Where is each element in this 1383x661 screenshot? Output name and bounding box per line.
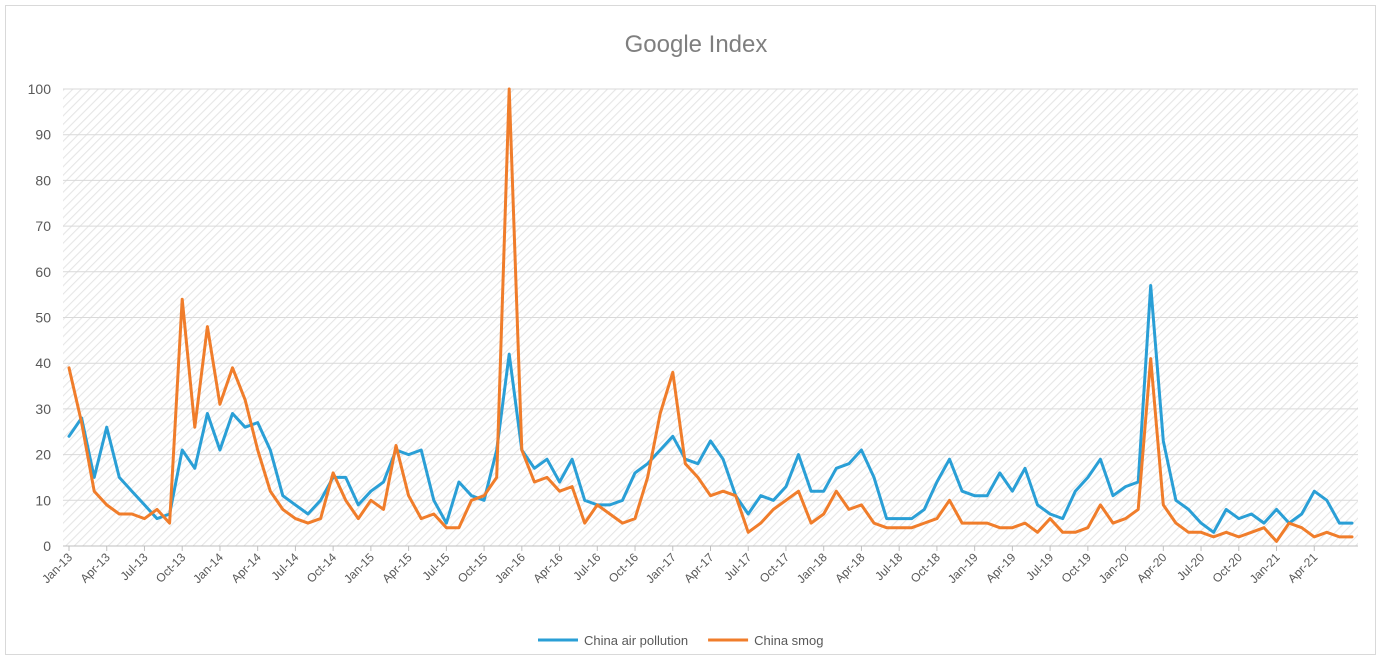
x-tick-label: Apr-14 [228,550,264,586]
y-tick-label: 80 [35,172,51,188]
x-tick-label: Apr-17 [681,550,717,586]
x-tick-label: Apr-15 [379,550,415,586]
x-tick-label: Jul-13 [118,550,151,583]
x-tick-label: Jul-20 [1174,550,1207,583]
y-axis-ticks: 0 10 20 30 40 50 60 70 80 90 100 [28,81,52,554]
y-tick-label: 90 [35,127,51,143]
x-tick-label: Jan-14 [190,550,226,586]
x-tick-label: Jan-13 [39,550,75,586]
y-tick-label: 20 [35,447,51,463]
y-tick-label: 10 [35,492,51,508]
x-tick-label: Jul-16 [570,550,603,583]
x-tick-label: Oct-15 [455,550,491,586]
series-line-china-air-pollution [67,284,1354,534]
x-tick-label: Apr-21 [1285,550,1321,586]
x-tick-label: Apr-20 [1134,550,1170,586]
x-tick-label: Jan-20 [1096,550,1132,586]
x-tick-label: Apr-13 [77,550,113,586]
x-tick-label: Jul-19 [1023,550,1056,583]
x-tick-label: Jan-18 [794,550,830,586]
y-tick-label: 0 [43,538,51,554]
x-tick-label: Oct-20 [1210,550,1246,586]
x-tick-label: Apr-19 [983,550,1019,586]
y-tick-label: 70 [35,218,51,234]
legend-label: China smog [754,633,823,648]
x-tick-label: Oct-17 [757,550,793,586]
y-tick-label: 30 [35,401,51,417]
y-tick-label: 60 [35,264,51,280]
x-tick-label: Oct-14 [304,550,340,586]
x-tick-label: Jul-15 [419,550,452,583]
legend: China air pollution China smog [538,633,823,648]
x-tick-label: Jan-19 [945,550,981,586]
x-tick-label: Jan-15 [341,550,377,586]
y-tick-label: 50 [35,310,51,326]
x-tick-label: Jul-14 [269,550,302,583]
x-axis: Jan-13 Apr-13 Jul-13 Oct-13 Jan-14 Apr-14 Jul-… [39,545,1358,586]
x-tick-label: Oct-16 [606,550,642,586]
x-tick-label: Jul-18 [872,550,905,583]
x-tick-label: Jul-17 [721,550,754,583]
x-tick-label: Apr-16 [530,550,566,586]
series-lines [67,87,1354,543]
y-tick-label: 100 [28,81,52,97]
y-tick-label: 40 [35,355,51,371]
chart-title: Google Index [625,31,768,58]
x-tick-label: Jan-17 [643,550,679,586]
x-tick-label: Oct-13 [153,550,189,586]
x-tick-label: Apr-18 [832,550,868,586]
series-line-china-smog [67,87,1354,543]
x-tick-label: Jan-16 [492,550,528,586]
x-tick-label: Oct-19 [1059,550,1095,586]
legend-label: China air pollution [584,633,688,648]
x-tick-label: Oct-18 [908,550,944,586]
x-tick-label: Jan-21 [1247,550,1283,586]
